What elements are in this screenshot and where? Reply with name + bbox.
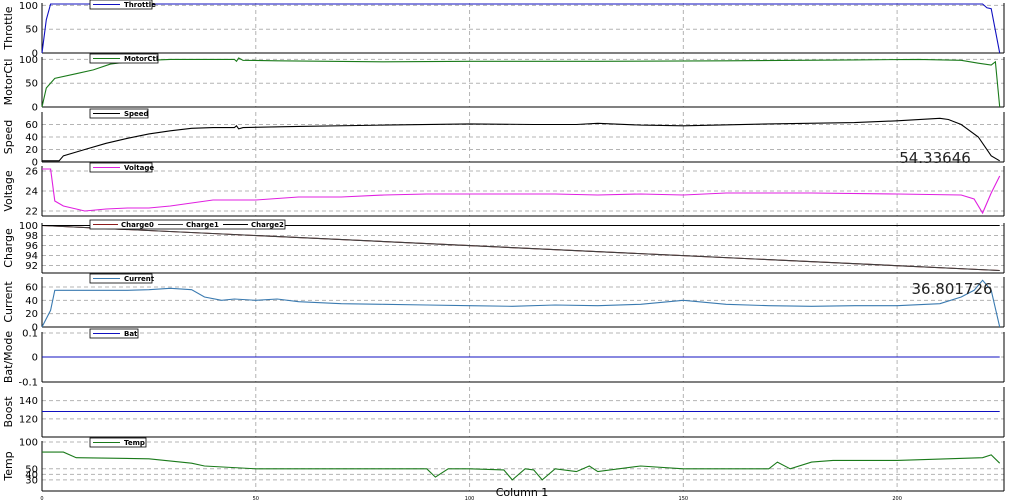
legend-box — [89, 53, 159, 64]
y-tick-label: 60 — [25, 120, 38, 131]
series-line-speed — [42, 117, 1000, 162]
panel-6: -0.1 0 0.1 Bat/Mode Bat — [2, 328, 1005, 389]
y-tick-label: 94 — [25, 251, 38, 262]
y-tick-label: 0 — [32, 49, 38, 60]
legend-entry: Charge2 — [251, 221, 284, 229]
panel-7: 120 140 Boost — [2, 387, 1005, 438]
y-tick-label: 60 — [25, 283, 38, 294]
y-tick-label: 0 — [32, 103, 38, 114]
y-tick-label: 0 — [32, 353, 38, 364]
y-tick-label: 20 — [25, 309, 38, 320]
y-tick-label: 0 — [32, 158, 38, 169]
y-tick-label: 50 — [25, 25, 38, 36]
x-tick-label: 50 — [253, 496, 259, 502]
y-tick-label: -0.1 — [18, 378, 38, 389]
legend: Voltage — [89, 162, 154, 173]
panel-5: 0 20 40 60 Current Current 36.801726 — [2, 273, 1005, 334]
x-axis-label: Column 1 — [496, 486, 549, 499]
series-line-current — [41, 279, 1001, 328]
legend-entry: Charge1 — [186, 221, 219, 229]
legend-entry: Bat — [124, 330, 138, 338]
value-readout: 36.801726 — [911, 280, 992, 298]
y-tick-label: 100 — [19, 221, 38, 232]
legend: Temp — [89, 437, 147, 448]
x-tick-label: 0 — [40, 496, 43, 502]
y-tick-label: 20 — [25, 145, 38, 156]
y-axis-label: Voltage — [2, 170, 15, 211]
panel-0: 0 50 100 Throttle Throttle — [2, 0, 1005, 60]
y-tick-label: 40 — [25, 296, 38, 307]
y-tick-label: 24 — [25, 187, 38, 198]
series-line-throttle — [41, 3, 1001, 54]
series-line-charge1 — [41, 224, 1000, 272]
y-tick-label: 100 — [19, 438, 38, 449]
y-tick-label: 98 — [25, 231, 38, 242]
y-axis-label: MotorCtl — [2, 59, 15, 106]
y-tick-label: 100 — [19, 1, 38, 12]
y-axis-label: Boost — [2, 396, 15, 428]
legend-box — [89, 219, 286, 230]
legend-box — [89, 0, 153, 10]
y-tick-label: 50 — [25, 79, 38, 90]
y-tick-label: 0 — [32, 323, 38, 334]
legend-entry: Charge0 — [121, 221, 154, 229]
legend-entry: Current — [124, 275, 155, 283]
y-tick-label: 30 — [25, 475, 38, 486]
x-tick-label: 150 — [679, 496, 689, 502]
legend: Speed — [89, 108, 149, 119]
legend: Bat — [89, 328, 139, 339]
y-tick-label: 22 — [25, 207, 38, 218]
y-tick-label: 100 — [19, 55, 38, 66]
y-axis-label: Temp — [2, 451, 15, 481]
panel-1: 0 50 100 MotorCtl MotorCtl — [2, 53, 1005, 114]
y-axis-label: Charge — [2, 228, 15, 268]
x-axis: 0 50 100 150 200 — [40, 496, 901, 502]
legend: Throttle — [89, 0, 156, 10]
legend-entry: Voltage — [124, 164, 154, 172]
y-axis-label: Speed — [2, 120, 15, 154]
y-tick-label: 92 — [25, 261, 38, 272]
series-line-motorctl — [41, 57, 1001, 108]
y-axis-label: Throttle — [2, 6, 15, 50]
x-tick-label: 200 — [892, 496, 902, 502]
y-axis-label: Bat/Mode — [2, 331, 15, 384]
y-tick-label: 50 — [25, 464, 38, 475]
legend: Charge0 Charge1 Charge2 — [89, 219, 286, 230]
series-line-temp — [42, 451, 1001, 481]
y-axis-label: Current — [2, 281, 15, 323]
y-tick-label: 140 — [19, 396, 38, 407]
panel-3: 22 24 26 Voltage Voltage — [2, 162, 1005, 218]
legend-entry: Throttle — [124, 1, 156, 9]
legend: MotorCtl — [89, 53, 159, 64]
chart-panels: 0 50 100 Throttle Throttle 0 50 100 MotorCtl Moto… — [2, 0, 1005, 492]
y-tick-label: 40 — [25, 470, 38, 481]
x-tick-label: 100 — [465, 496, 475, 502]
value-readout: 54.33646 — [899, 149, 971, 167]
legend-box — [89, 273, 153, 284]
series-line-voltage — [42, 168, 1001, 215]
y-tick-label: 96 — [25, 241, 38, 252]
legend-box — [89, 162, 153, 173]
legend-entry: Speed — [124, 110, 149, 118]
legend-entry: Temp — [124, 439, 145, 447]
y-tick-label: 40 — [25, 133, 38, 144]
y-tick-label: 120 — [19, 414, 38, 425]
y-tick-label: 0.1 — [22, 329, 38, 340]
legend-entry: MotorCtl — [124, 55, 158, 63]
y-tick-label: 26 — [25, 167, 38, 178]
legend: Current — [89, 273, 155, 284]
